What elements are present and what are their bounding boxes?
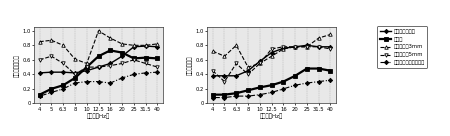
Y-axis label: 残響室法吸音率: 残響室法吸音率 [14,54,20,77]
X-axis label: 周波数（Hz）: 周波数（Hz） [260,113,283,119]
X-axis label: 周波数（Hz）: 周波数（Hz） [87,113,110,119]
Legend: モルトプレーン, ハンプ, バラスト径3mm, バラスト径5mm, 大気中モルトプレーン: モルトプレーン, ハンプ, バラスト径3mm, バラスト径5mm, 大気中モルト… [377,26,427,68]
Y-axis label: 斜入射吸音率: 斜入射吸音率 [188,55,193,75]
